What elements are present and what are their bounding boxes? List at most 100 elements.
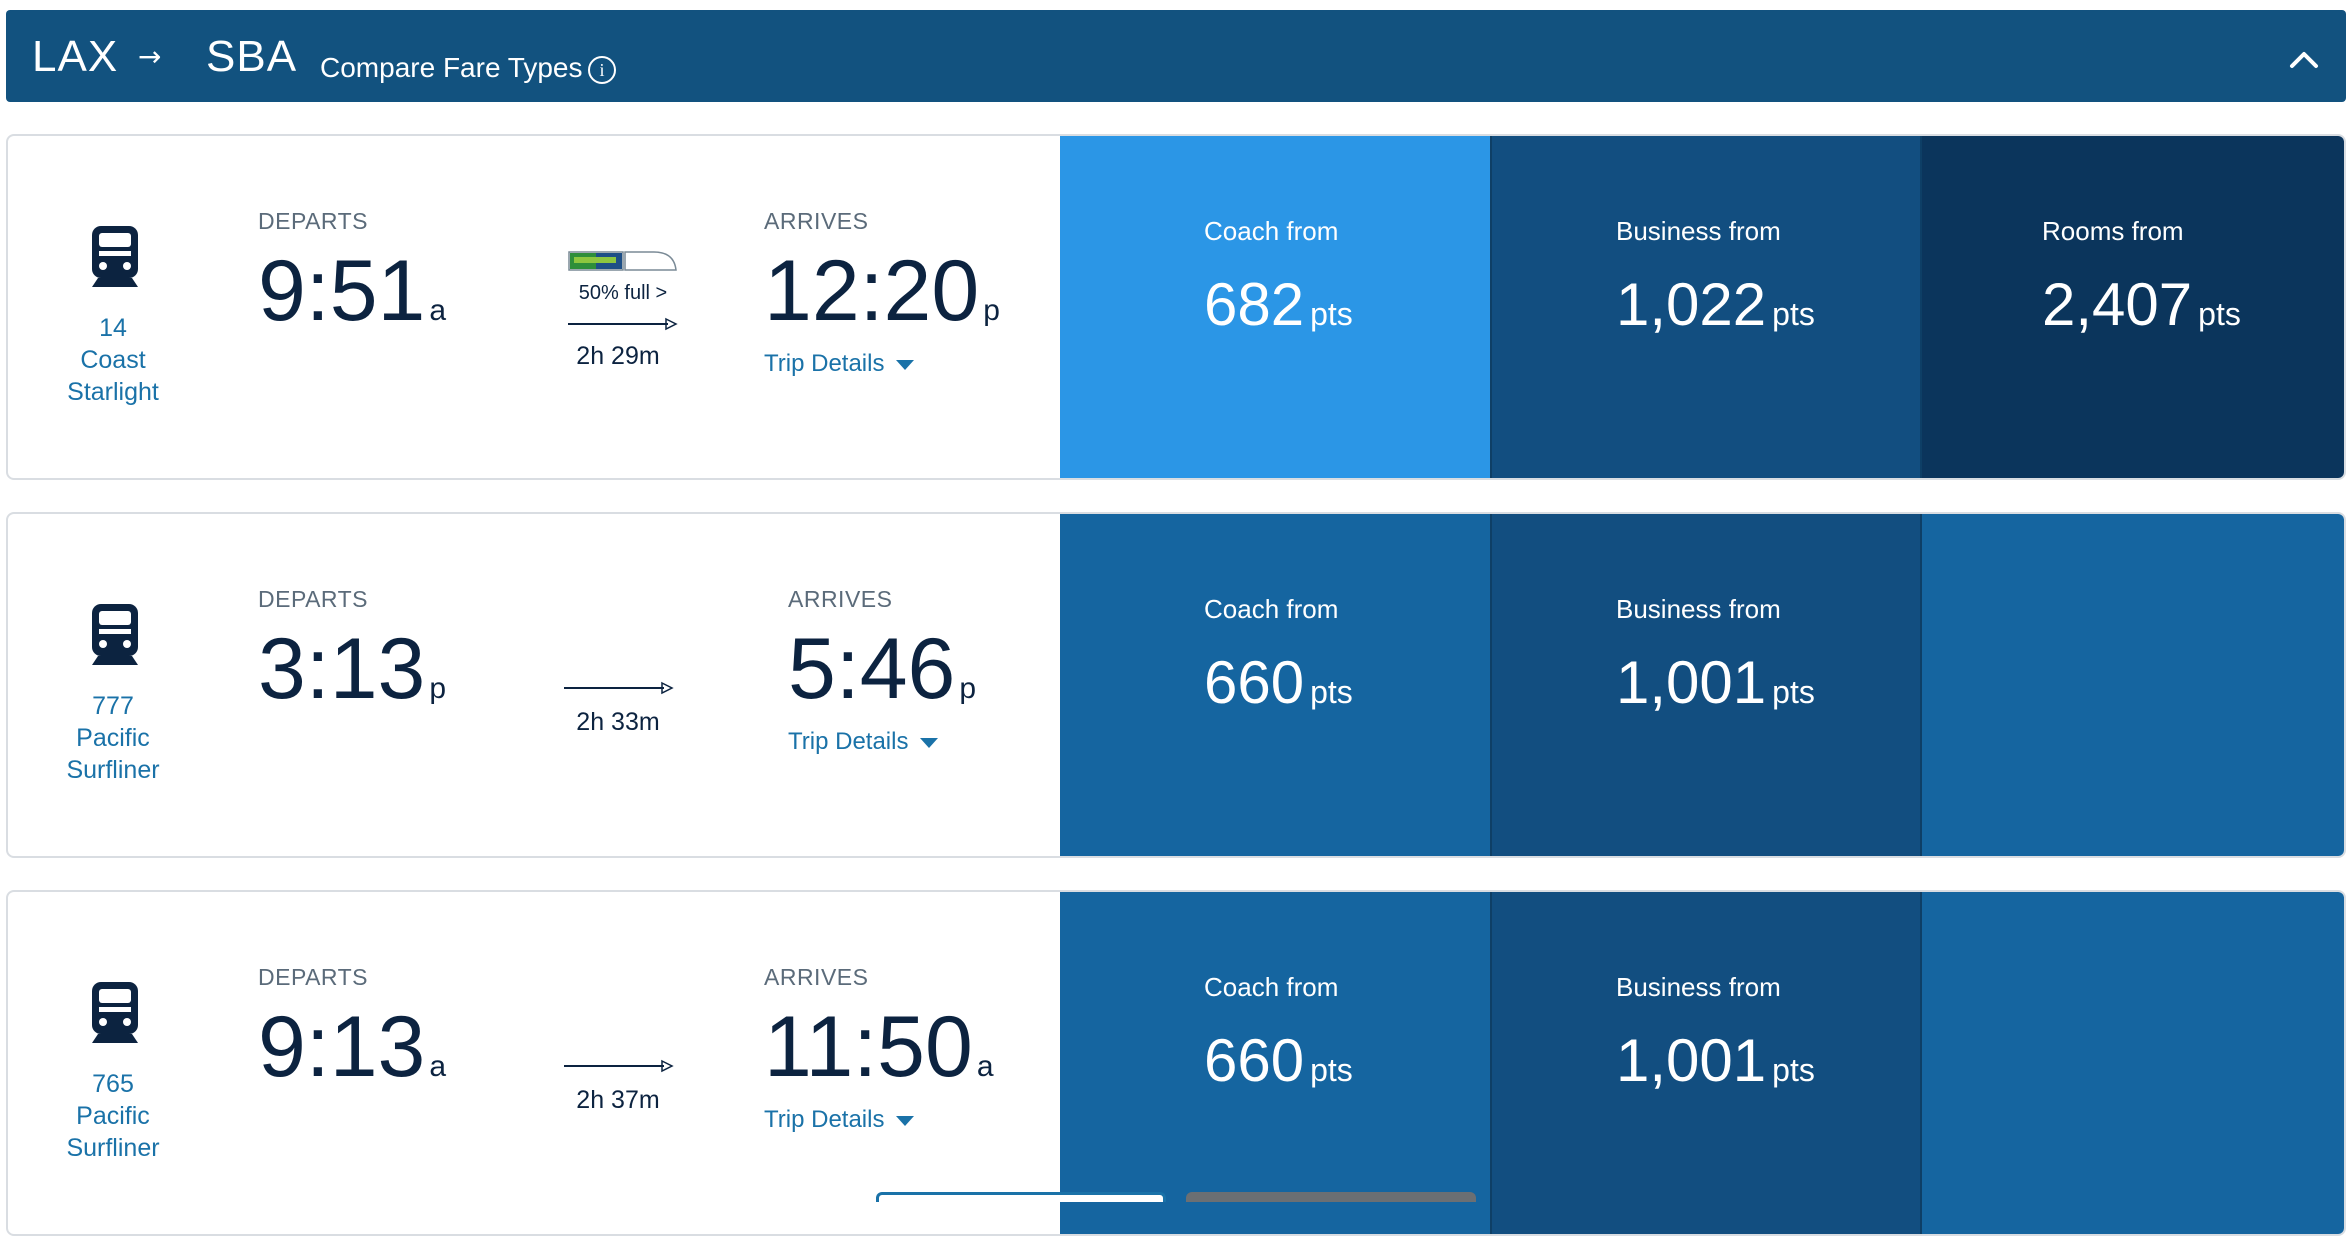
rooms-fare-empty	[1920, 892, 2344, 1234]
trip-details-link[interactable]: Trip Details	[788, 728, 939, 756]
fullness-link[interactable]: 50% full >	[578, 282, 668, 304]
chevron-up-icon[interactable]	[2284, 40, 2324, 80]
destination-code: SBA	[206, 32, 298, 81]
arrives-label: ARRIVES	[764, 964, 869, 990]
duration-arrow-icon	[564, 1059, 674, 1073]
coach-fare-button[interactable]: Coach from 682 pts	[1060, 136, 1490, 478]
train-name: Coast	[80, 346, 146, 374]
pts-unit: pts	[1310, 1052, 1353, 1088]
business-fare-value: 1,022 pts	[1492, 270, 1920, 339]
duration-arrow-icon	[564, 681, 674, 695]
arrive-time-value: 12:20	[764, 243, 980, 339]
train-number: 765	[92, 1070, 134, 1098]
train-name: Pacific	[76, 724, 150, 752]
rooms-fare-value: 2,407 pts	[1922, 270, 2344, 339]
rooms-fare-label: Rooms from	[2042, 216, 2184, 246]
train-row: 777 Pacific Surfliner DEPARTS 3:13 p 2h 3…	[6, 512, 2346, 858]
train-link[interactable]: 765 Pacific Surfliner	[38, 1068, 188, 1164]
arrive-time: 5:46 p	[788, 620, 976, 719]
duration: 2h 29m	[576, 342, 660, 370]
bottom-button-outline[interactable]	[876, 1192, 1166, 1202]
business-fare-label: Business from	[1616, 972, 1781, 1002]
depart-time: 9:51 a	[258, 242, 446, 341]
trip-details-label: Trip Details	[764, 1106, 885, 1133]
compare-fare-types-link[interactable]: Compare Fare Types	[320, 52, 583, 83]
rooms-fare-empty	[1920, 514, 2344, 856]
train-number: 14	[99, 314, 127, 342]
business-fare-button[interactable]: Business from 1,022 pts	[1490, 136, 1920, 478]
duration: 2h 37m	[576, 1086, 660, 1114]
coach-fare-value: 660 pts	[1060, 648, 1490, 717]
trip-details-label: Trip Details	[764, 350, 885, 377]
arrives-label: ARRIVES	[764, 208, 869, 234]
coach-points: 660	[1204, 649, 1305, 716]
depart-time: 9:13 a	[258, 998, 446, 1097]
arrive-ampm: p	[983, 294, 1000, 327]
coach-points: 682	[1204, 271, 1305, 338]
caret-down-icon	[896, 359, 915, 370]
route-header: LAX → SBA Compare Fare Types i	[6, 10, 2346, 102]
business-fare-value: 1,001 pts	[1492, 1026, 1920, 1095]
coach-fare-value: 660 pts	[1060, 1026, 1490, 1095]
depart-time: 3:13 p	[258, 620, 446, 719]
train-name: Surfliner	[66, 756, 160, 784]
business-fare-label: Business from	[1616, 216, 1781, 246]
depart-time-value: 9:13	[258, 999, 426, 1095]
train-icon	[92, 982, 138, 1043]
trip-details-link[interactable]: Trip Details	[764, 350, 915, 378]
arrives-label: ARRIVES	[788, 586, 893, 612]
coach-fare-label: Coach from	[1204, 216, 1339, 246]
depart-ampm: a	[429, 1050, 447, 1083]
arrive-ampm: a	[976, 1050, 994, 1083]
departs-label: DEPARTS	[258, 964, 369, 990]
duration: 2h 33m	[576, 708, 660, 736]
arrive-time-value: 11:50	[764, 999, 973, 1095]
route-arrow-icon: →	[138, 40, 162, 73]
business-points: 1,022	[1616, 271, 1767, 338]
coach-fare-label: Coach from	[1204, 972, 1339, 1002]
train-number: 777	[92, 692, 134, 720]
info-icon[interactable]: i	[588, 56, 616, 84]
depart-time-value: 9:51	[258, 243, 426, 339]
departs-label: DEPARTS	[258, 208, 369, 234]
bottom-button-filled[interactable]	[1186, 1192, 1476, 1202]
coach-fare-button[interactable]: Coach from 660 pts	[1060, 514, 1490, 856]
coach-points: 660	[1204, 1027, 1305, 1094]
arrive-time: 11:50 a	[764, 998, 994, 1097]
depart-time-value: 3:13	[258, 621, 426, 717]
trip-details-label: Trip Details	[788, 728, 909, 755]
caret-down-icon	[896, 1115, 915, 1126]
origin-code: LAX	[32, 32, 119, 81]
business-fare-button[interactable]: Business from 1,001 pts	[1490, 514, 1920, 856]
trip-details-link[interactable]: Trip Details	[764, 1106, 915, 1134]
pts-unit: pts	[1310, 674, 1353, 710]
train-icon	[92, 226, 138, 287]
business-points: 1,001	[1616, 1027, 1767, 1094]
train-link[interactable]: 14 Coast Starlight	[38, 312, 188, 408]
pts-unit: pts	[2198, 296, 2241, 332]
caret-down-icon	[920, 737, 939, 748]
depart-ampm: p	[429, 672, 447, 705]
rooms-points: 2,407	[2042, 271, 2193, 338]
pts-unit: pts	[1772, 1052, 1815, 1088]
arrive-time-value: 5:46	[788, 621, 956, 717]
pts-unit: pts	[1772, 296, 1815, 332]
business-fare-button[interactable]: Business from 1,001 pts	[1490, 892, 1920, 1234]
train-icon	[92, 604, 138, 665]
pts-unit: pts	[1772, 674, 1815, 710]
pts-unit: pts	[1310, 296, 1353, 332]
train-name: Pacific	[76, 1102, 150, 1130]
train-name: Starlight	[67, 378, 159, 406]
coach-fare-button[interactable]: Coach from 660 pts	[1060, 892, 1490, 1234]
coach-fare-value: 682 pts	[1060, 270, 1490, 339]
train-link[interactable]: 777 Pacific Surfliner	[38, 690, 188, 786]
train-row: 765 Pacific Surfliner DEPARTS 9:13 a 2h 3…	[6, 890, 2346, 1236]
coach-fare-label: Coach from	[1204, 594, 1339, 624]
train-name: Surfliner	[66, 1134, 160, 1162]
rooms-fare-button[interactable]: Rooms from 2,407 pts	[1920, 136, 2344, 478]
business-points: 1,001	[1616, 649, 1767, 716]
depart-ampm: a	[429, 294, 447, 327]
departs-label: DEPARTS	[258, 586, 369, 612]
duration-arrow-icon	[568, 317, 678, 331]
capacity-train-icon[interactable]	[568, 248, 678, 274]
